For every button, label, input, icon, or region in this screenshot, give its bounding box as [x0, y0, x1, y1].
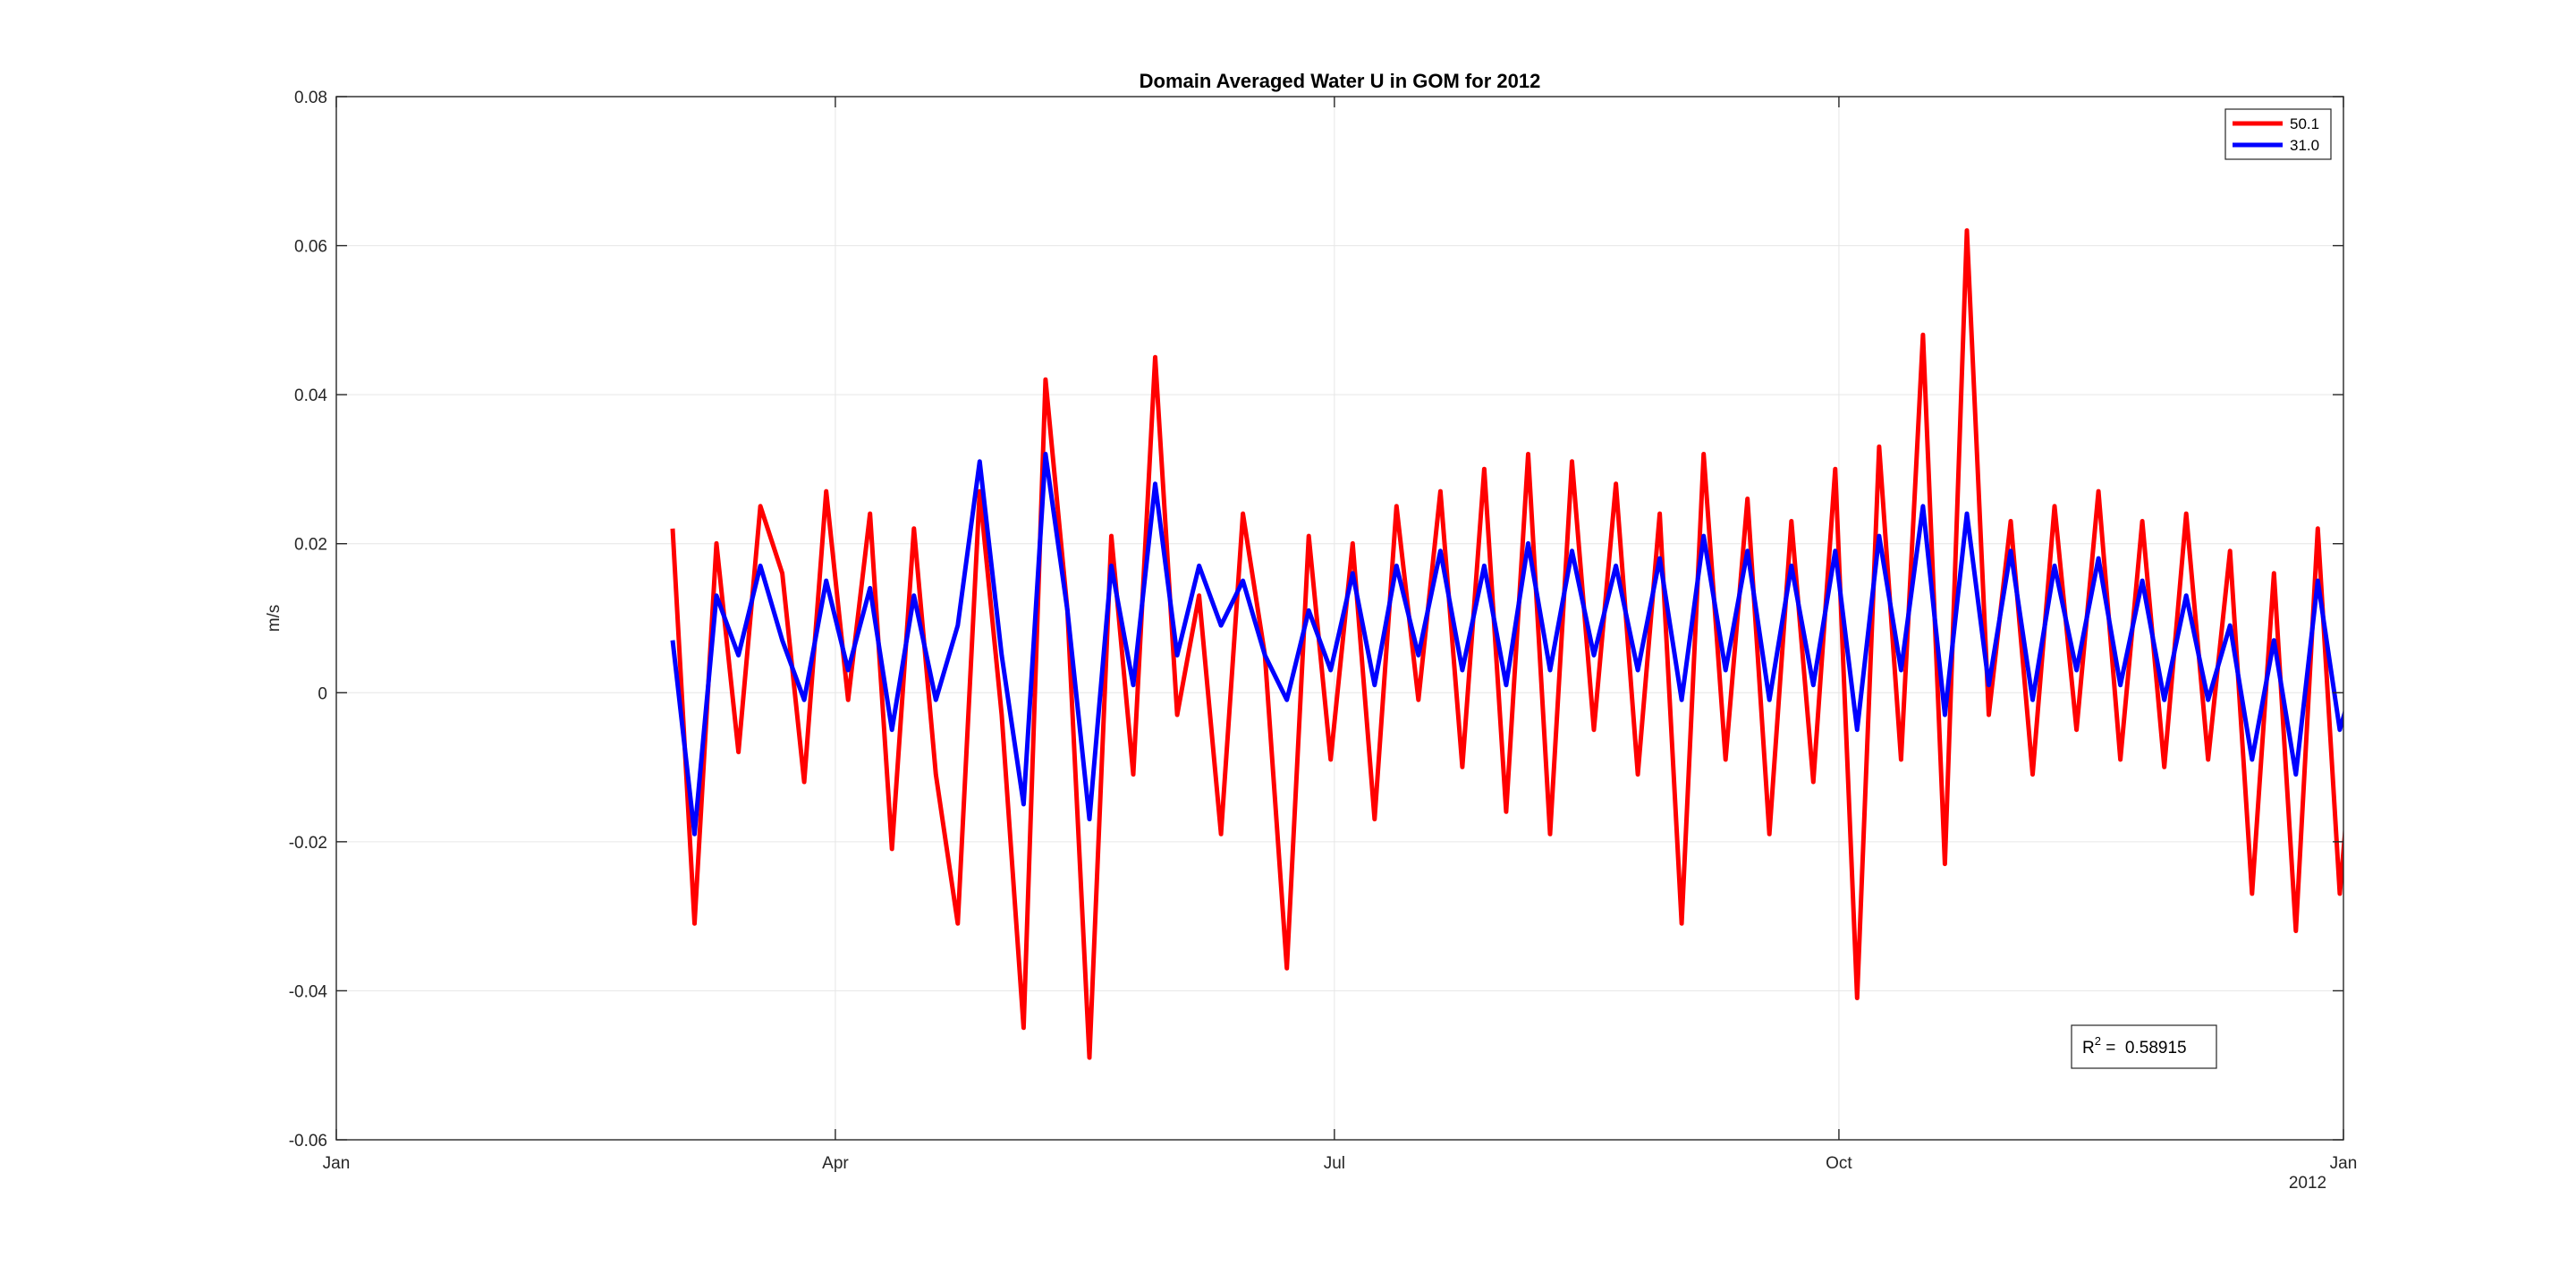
series-layer: [670, 228, 2343, 1060]
r-squared-value: 0.58915: [2125, 1039, 2187, 1057]
y-tick-label: 0: [318, 684, 327, 703]
legend-label-2: 31.0: [2290, 137, 2319, 154]
y-tick-label: -0.06: [289, 1132, 327, 1151]
series-line-1: [670, 228, 2343, 1060]
tick-labels: -0.06 -0.04 -0.02 0 0.02 0.04 0.06 0.08 Jan Apr Ju…: [289, 89, 2358, 1173]
chart-title: Domain Averaged Water U in GOM for 2012: [1140, 70, 1541, 92]
y-tick-label: 0.02: [294, 536, 327, 555]
r-squared-symbol: R: [2082, 1039, 2095, 1057]
x-tick-label: Apr: [822, 1154, 849, 1173]
axes-box: [335, 96, 2344, 1141]
r-squared-box: [2071, 1024, 2217, 1069]
x-tick-label: Oct: [1826, 1154, 1852, 1173]
y-tick-label: -0.04: [289, 982, 328, 1001]
x-tick-label: Jul: [1324, 1154, 1345, 1173]
plot-area: [336, 97, 2343, 1140]
x-year-label: 2012: [2289, 1174, 2326, 1193]
r-squared-text: R2 = 0.58915: [2082, 1034, 2187, 1057]
r-squared-exponent: 2: [2095, 1034, 2101, 1048]
y-axis-label: m/s: [265, 605, 284, 633]
x-tick-label: Jan: [2330, 1154, 2358, 1173]
legend-box: [2224, 108, 2332, 160]
x-tick-label: Jan: [323, 1154, 351, 1173]
plot-region: [670, 228, 2343, 1060]
r-squared-equals: =: [2101, 1039, 2125, 1057]
y-tick-label: 0.08: [294, 89, 327, 107]
ticks: [335, 96, 2344, 1141]
y-tick-label: 0.06: [294, 238, 327, 257]
y-tick-label: 0.04: [294, 386, 327, 405]
r-squared-annotation: R2 = 0.58915: [2071, 1024, 2217, 1069]
legend-label-1: 50.1: [2290, 115, 2319, 132]
series-line-2: [670, 452, 2343, 837]
y-tick-label: -0.02: [289, 834, 327, 853]
legend: 50.1 31.0: [2224, 108, 2332, 160]
